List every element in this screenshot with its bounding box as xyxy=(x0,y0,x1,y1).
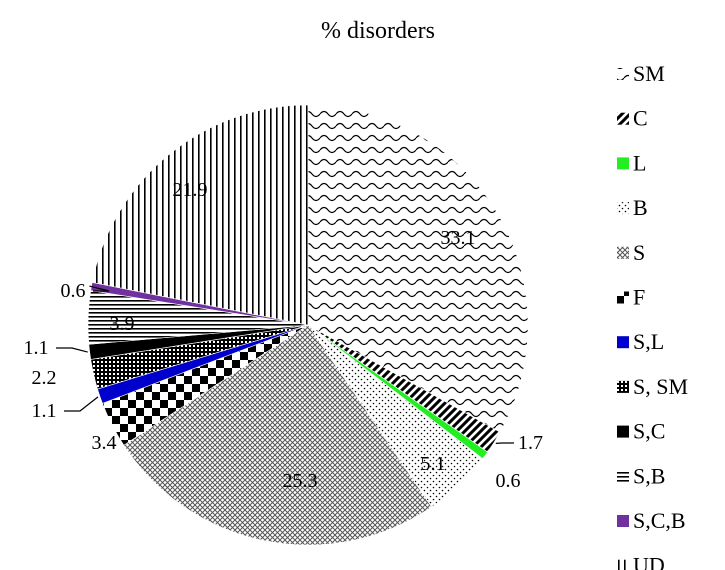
data-label-l: 0.6 xyxy=(496,470,521,492)
pie-slice-ud xyxy=(91,104,309,326)
legend-item-s-b: S,B xyxy=(617,463,665,488)
data-label-s-c-b: 0.6 xyxy=(61,280,86,302)
legend-swatch-ud xyxy=(617,559,629,570)
legend-label-s-sm: S, SM xyxy=(633,374,688,399)
legend-item-ud: UD xyxy=(617,553,665,570)
legend-item-sm: SM xyxy=(617,61,665,86)
legend-swatch-s-b xyxy=(617,470,629,483)
data-label-s-sm: 2.2 xyxy=(32,367,57,389)
legend-swatch-b xyxy=(617,202,629,215)
legend-item-s-c-b: S,C,B xyxy=(617,508,686,533)
data-label-s: 25.3 xyxy=(283,470,318,492)
legend-label-s-b: S,B xyxy=(633,463,665,488)
legend-swatch-s-sm xyxy=(617,380,629,393)
data-label-s-l: 1.1 xyxy=(32,400,57,422)
chart-title: % disorders xyxy=(321,18,435,44)
legend-label-b: B xyxy=(633,195,648,220)
legend-label-f: F xyxy=(633,285,645,310)
legend-swatch-s-c xyxy=(617,425,629,438)
legend-item-b: B xyxy=(617,195,648,220)
leader-line-s-l xyxy=(64,396,99,412)
legend-label-sm: SM xyxy=(633,61,665,86)
legend-item-s: S xyxy=(617,240,645,265)
legend-label-s: S xyxy=(633,240,645,265)
legend-swatch-sm xyxy=(617,68,629,80)
data-label-ud: 21.9 xyxy=(173,179,208,201)
legend-swatch-l xyxy=(617,157,629,170)
pie-slice-s xyxy=(123,324,433,546)
data-label-f: 3.4 xyxy=(92,432,117,454)
pie-slice-sm xyxy=(307,104,529,433)
legend-item-s-l: S,L xyxy=(617,329,664,354)
data-label-c: 1.7 xyxy=(518,432,543,454)
data-label-s-b: 3.9 xyxy=(110,313,135,335)
legend-label-s-l: S,L xyxy=(633,329,664,354)
leader-line-s-c-b xyxy=(89,285,110,292)
legend-item-l: L xyxy=(617,150,646,175)
data-label-sm: 33.1 xyxy=(441,227,476,249)
legend-item-f: F xyxy=(617,285,645,310)
leader-line-s-c xyxy=(56,347,88,353)
legend-swatch-c xyxy=(617,112,629,125)
pie-slices xyxy=(87,104,529,546)
legend-label-c: C xyxy=(633,106,648,131)
legend-label-ud: UD xyxy=(633,553,665,570)
leader-lines xyxy=(56,285,514,444)
legend-swatch-f xyxy=(617,291,629,304)
legend-item-s-sm: S, SM xyxy=(617,374,688,399)
legend-label-s-c: S,C xyxy=(633,419,665,444)
legend-swatch-s-l xyxy=(617,336,629,349)
legend-swatch-s xyxy=(617,246,629,259)
legend-item-c: C xyxy=(617,106,648,131)
legend-label-l: L xyxy=(633,150,646,175)
data-label-s-c: 1.1 xyxy=(24,337,49,359)
data-label-b: 5.1 xyxy=(421,453,446,475)
data-labels: 33.1 1.7 0.6 5.1 25.3 3.4 1.1 2.2 1.1 3.9 0.6 21.9 xyxy=(24,179,544,492)
legend-swatch-s-c-b xyxy=(617,515,629,527)
legend-label-s-c-b: S,C,B xyxy=(633,508,686,533)
legend-item-s-c: S,C xyxy=(617,419,665,444)
